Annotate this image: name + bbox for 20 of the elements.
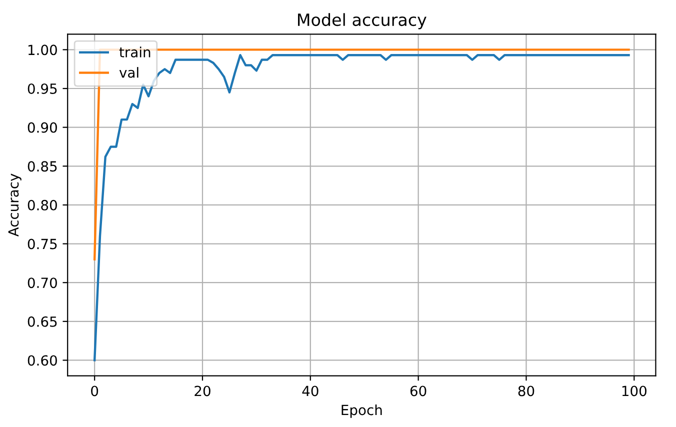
y-tick-label: 0.95 (28, 83, 57, 94)
x-tick-label: 80 (518, 386, 534, 396)
x-tick-label: 100 (622, 386, 646, 396)
y-tick-label: 0.80 (28, 200, 57, 210)
x-axis-title: Epoch (342, 404, 382, 418)
chart-title: Model accuracy (298, 13, 426, 30)
x-tick-label: 0 (91, 386, 98, 396)
y-tick-label: 0.75 (28, 238, 57, 250)
legend-label: train (119, 46, 150, 58)
y-tick-label: 0.90 (28, 122, 57, 133)
x-tick-label: 40 (302, 386, 318, 396)
y-axis-title: Accuracy (8, 174, 22, 237)
y-tick-label: 0.60 (28, 355, 57, 366)
legend-label: val (119, 67, 138, 78)
y-tick-label: 0.85 (28, 161, 57, 172)
y-tick-label: 0.70 (28, 278, 57, 288)
x-tick-label: 60 (410, 386, 426, 396)
y-tick-label: 0.65 (28, 316, 57, 327)
x-tick-label: 20 (194, 386, 210, 396)
y-tick-label: 1.00 (28, 44, 57, 56)
